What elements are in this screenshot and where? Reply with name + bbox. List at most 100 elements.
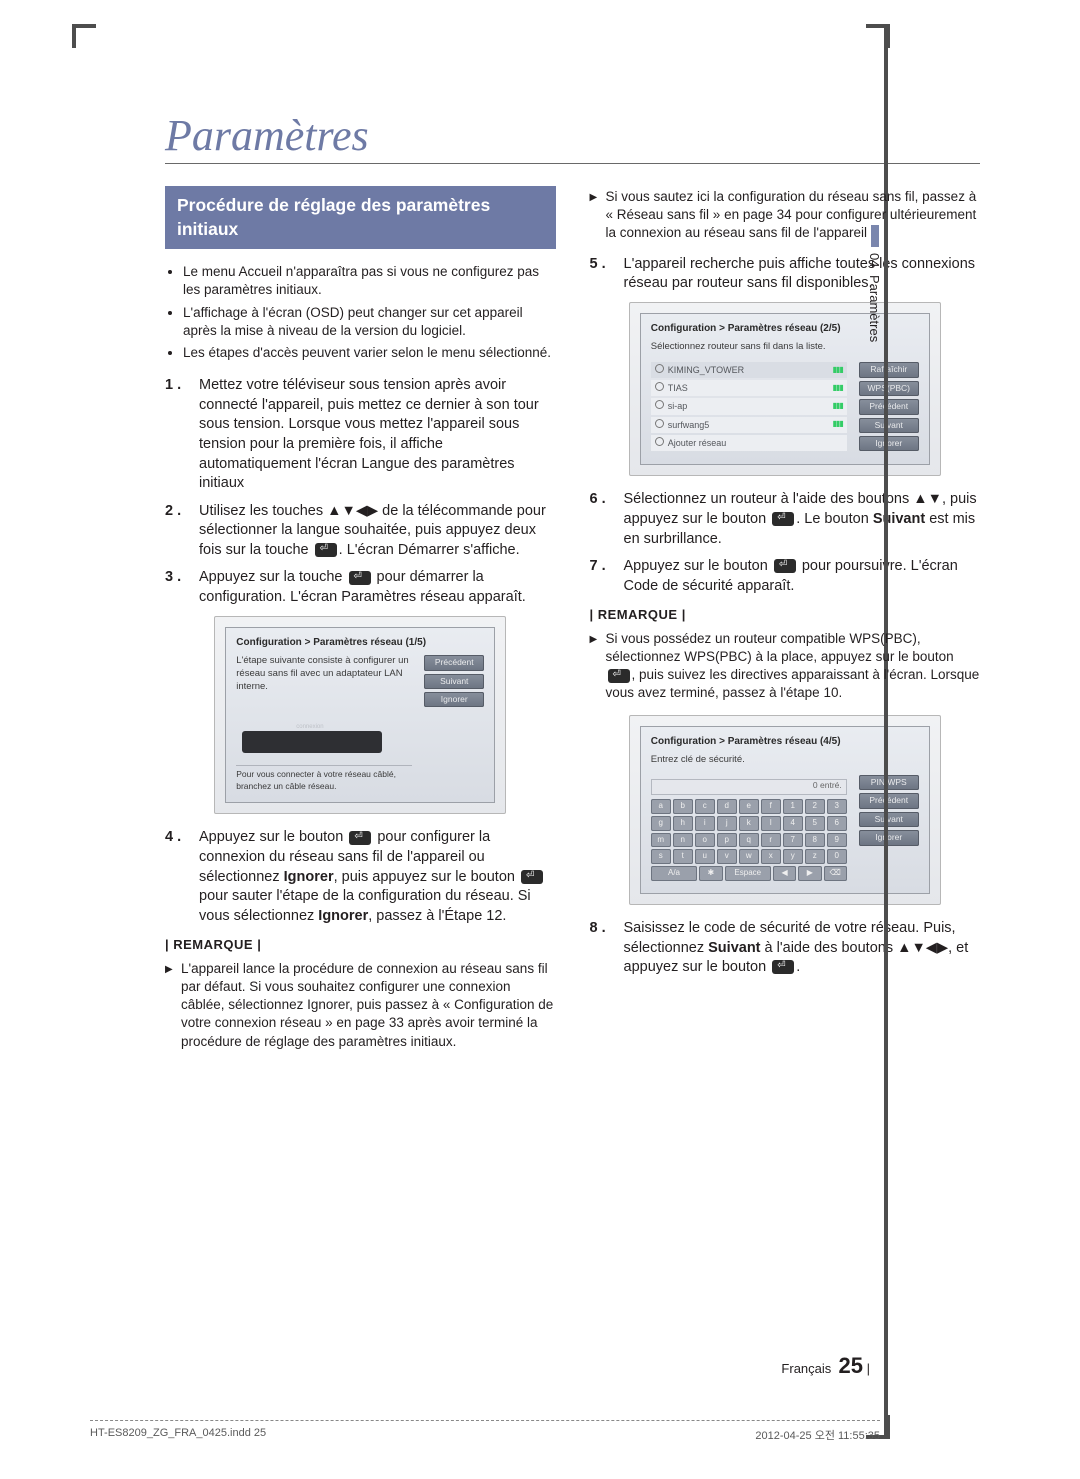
side-tab-label: Paramètres [867,275,882,342]
section-header: Procédure de réglage des paramètres init… [165,186,556,249]
shot-button[interactable]: WPS(PBC) [859,381,919,396]
side-tab-num: 04 [867,253,882,267]
right-column: Si vous sautez ici la configuration du r… [590,186,981,1063]
step: 5 . L'appareil recherche puis affiche to… [590,255,981,294]
router-row[interactable]: Ajouter réseau [651,435,847,451]
router-row[interactable]: KIMING_VTOWER▮▮▮ [651,362,847,378]
key[interactable]: q [739,833,759,848]
shot-button[interactable]: PIN WPS [859,775,919,790]
shot-buttons: Rafraîchir WPS(PBC) Précédent Suivant Ig… [859,362,919,454]
page-lang: Français [781,1361,831,1376]
key[interactable]: u [695,849,715,864]
key[interactable]: j [717,816,737,831]
remark-text: L'appareil lance la procédure de connexi… [165,960,556,1051]
step-num: 7 . [590,557,624,596]
key[interactable]: o [695,833,715,848]
key[interactable]: s [651,849,671,864]
footer-left: HT-ES8209_ZG_FRA_0425.indd 25 [90,1427,266,1443]
enter-icon [774,559,796,573]
key[interactable]: 6 [827,816,847,831]
key[interactable]: w [739,849,759,864]
key[interactable]: n [673,833,693,848]
signal-icon: ▮▮▮ [833,383,843,394]
key[interactable]: 9 [827,833,847,848]
imprint-footer: HT-ES8209_ZG_FRA_0425.indd 25 2012-04-25… [90,1420,880,1443]
router-row[interactable]: TIAS▮▮▮ [651,380,847,396]
shot-button[interactable]: Ignorer [859,830,919,845]
shot-button[interactable]: Précédent [424,655,484,670]
screenshot-1: Configuration > Paramètres réseau (1/5) … [214,616,506,815]
key[interactable]: 3 [827,799,847,814]
enter-icon [772,960,794,974]
key[interactable]: v [717,849,737,864]
key[interactable]: ⌫ [824,866,847,881]
remark-text: Si vous possédez un routeur compatible W… [590,630,981,703]
key[interactable]: x [761,849,781,864]
shot-button[interactable]: Rafraîchir [859,362,919,377]
key[interactable]: z [805,849,825,864]
step-text: Utilisez les touches ▲▼◀▶ de la télécomm… [199,502,556,561]
device-icon [242,731,382,753]
page-number: Français 25 | [781,1353,870,1379]
key[interactable]: a [651,799,671,814]
key[interactable]: ▶ [798,866,821,881]
key[interactable]: l [761,816,781,831]
key[interactable]: y [783,849,803,864]
shot-title: Configuration > Paramètres réseau (1/5) [236,636,484,650]
shot-button[interactable]: Ignorer [424,692,484,707]
key[interactable]: ✱ [699,866,722,881]
router-row[interactable]: surfwang5▮▮▮ [651,417,847,433]
key[interactable]: r [761,833,781,848]
key[interactable]: Espace [725,866,772,881]
key[interactable]: A/a [651,866,698,881]
key[interactable]: b [673,799,693,814]
device-label: connexion [296,723,323,731]
key[interactable]: e [739,799,759,814]
key[interactable]: 7 [783,833,803,848]
key[interactable]: 8 [805,833,825,848]
key[interactable]: ◀ [773,866,796,881]
key[interactable]: p [717,833,737,848]
key[interactable]: h [673,816,693,831]
key[interactable]: c [695,799,715,814]
screenshot-body: Configuration > Paramètres réseau (1/5) … [225,627,495,804]
key[interactable]: 0 [827,849,847,864]
shot-button[interactable]: Suivant [859,812,919,827]
key[interactable]: k [739,816,759,831]
shot-button[interactable]: Précédent [859,399,919,414]
shot-button[interactable]: Précédent [859,793,919,808]
two-columns: Procédure de réglage des paramètres init… [165,186,980,1063]
key[interactable]: t [673,849,693,864]
step: 3 . Appuyez sur la touche pour démarrer … [165,568,556,607]
key[interactable]: 4 [783,816,803,831]
key[interactable]: f [761,799,781,814]
enter-icon [521,870,543,884]
key[interactable]: d [717,799,737,814]
remark-text: Si vous sautez ici la configuration du r… [590,188,981,243]
step-num: 8 . [590,919,624,978]
bullet: L'affichage à l'écran (OSD) peut changer… [183,304,556,340]
enter-icon [772,512,794,526]
page-title: Paramètres [165,110,980,164]
key[interactable]: 1 [783,799,803,814]
key[interactable]: g [651,816,671,831]
step-num: 4 . [165,828,199,926]
key[interactable]: 2 [805,799,825,814]
step-num: 5 . [590,255,624,294]
key[interactable]: 5 [805,816,825,831]
step: 8 . Saisissez le code de sécurité de vot… [590,919,981,978]
shot-button[interactable]: Ignorer [859,436,919,451]
crop-mark [72,24,96,48]
key[interactable]: i [695,816,715,831]
step-text: Mettez votre téléviseur sous tension apr… [199,376,556,493]
key[interactable]: m [651,833,671,848]
step-text: Sélectionnez un routeur à l'aide des bou… [624,490,981,549]
signal-icon: ▮▮▮ [833,365,843,376]
router-row[interactable]: si-ap▮▮▮ [651,398,847,414]
enter-icon [349,571,371,585]
shot-button[interactable]: Suivant [424,674,484,689]
step-text: Appuyez sur le bouton pour poursuivre. L… [624,557,981,596]
security-input[interactable]: 0 entré. [651,779,847,795]
shot-button[interactable]: Suivant [859,418,919,433]
screenshot-3: Configuration > Paramètres réseau (4/5) … [629,715,941,905]
